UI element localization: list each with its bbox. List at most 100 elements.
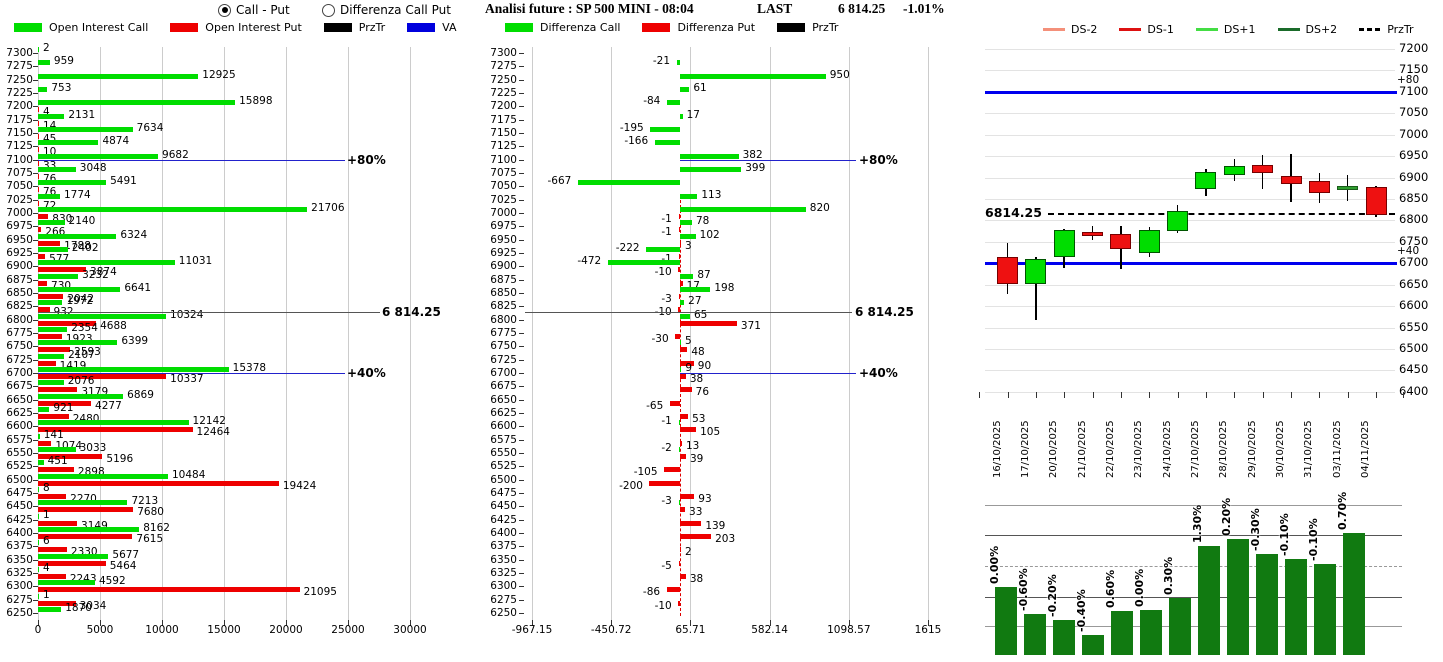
y-tick-label: 7050 xyxy=(1399,105,1429,120)
strike-label: 7175 xyxy=(6,113,33,126)
strike-tick xyxy=(33,226,38,228)
diff-put-bar xyxy=(679,253,680,259)
y-gridline xyxy=(985,49,1395,50)
oi-call-bar xyxy=(38,86,48,92)
oi-call-value: 1972 xyxy=(66,295,94,308)
strike-label: 6750 xyxy=(6,340,33,353)
y-gridline xyxy=(985,134,1395,136)
pct-bar-label: -0.10% xyxy=(1278,512,1291,556)
axis-edge-tick xyxy=(1403,392,1404,398)
strike-tick xyxy=(519,92,524,94)
oi-call-bar xyxy=(38,180,107,186)
strike-tick xyxy=(33,346,38,348)
legend-label: DS+2 xyxy=(1305,23,1338,36)
legend-item: VA xyxy=(407,21,457,34)
pct-bar-label: 1.30% xyxy=(1191,505,1204,544)
x-tick xyxy=(100,620,101,626)
pct-bar xyxy=(1198,546,1220,655)
diff-put-bar-value: 76 xyxy=(695,386,710,399)
legend-label: DS-1 xyxy=(1147,23,1174,36)
strike-label: 7125 xyxy=(6,140,33,153)
strike-tick xyxy=(33,92,38,94)
x-gridline xyxy=(848,47,850,620)
pct-bar-label: 0.60% xyxy=(1104,569,1117,609)
strike-tick xyxy=(519,439,524,441)
y-tick-label: 6750 xyxy=(1399,233,1429,248)
diff-call-bar-value: 382 xyxy=(742,148,763,161)
y-tick-label: 6650 xyxy=(1399,276,1429,291)
strike-label: 6275 xyxy=(6,593,33,606)
strike-label: 6925 xyxy=(6,246,33,259)
y-gridline xyxy=(985,284,1395,286)
diff-call-bar-value: -195 xyxy=(619,121,644,134)
strike-tick xyxy=(519,412,524,414)
diff-put-bar xyxy=(680,413,689,419)
strike-label: 6900 xyxy=(6,260,33,273)
strike-tick xyxy=(519,492,524,494)
oi-call-bar xyxy=(38,473,168,479)
oi-put-bar xyxy=(38,267,87,273)
diff-put-bar-value: 105 xyxy=(700,426,721,439)
x-tick xyxy=(348,620,349,626)
strike-label: 7075 xyxy=(6,166,33,179)
diff-call-bar-value: 950 xyxy=(829,68,850,81)
strike-label: 7225 xyxy=(490,86,517,99)
oi-put-value: 21095 xyxy=(303,586,337,599)
pct-bar xyxy=(1053,619,1075,655)
date-tick xyxy=(1205,392,1207,398)
oi-call-value: 4 xyxy=(43,561,50,574)
strike-label: 6500 xyxy=(6,473,33,486)
open-interest-legend: Open Interest Call Open Interest Put PrzTr… xyxy=(14,21,479,34)
price-line-dashed xyxy=(1048,213,1395,216)
oi-put-bar xyxy=(38,333,62,339)
oi-put-bar xyxy=(38,320,97,326)
diff-put-bar xyxy=(680,427,697,433)
diff-put-bar-value: -3 xyxy=(661,292,672,305)
oi-call-value: 10484 xyxy=(172,468,206,481)
diff-put-bar-value: -30 xyxy=(651,332,669,345)
strike-label: 7050 xyxy=(490,180,517,193)
legend-label: PrzTr xyxy=(358,21,386,34)
radio-call-put[interactable]: Call - Put xyxy=(218,3,290,17)
legend-swatch xyxy=(1043,28,1065,31)
diff-call-bar-value: 65 xyxy=(693,308,708,321)
strike-tick xyxy=(33,386,38,388)
oi-put-value: 72 xyxy=(43,199,57,212)
oi-put-bar xyxy=(38,560,106,566)
radio-differenza-call-put[interactable]: Differenza Call Put xyxy=(322,3,451,17)
strike-tick xyxy=(519,532,524,534)
oi-put-bar xyxy=(38,413,69,419)
oi-put-bar xyxy=(38,213,49,219)
oi-call-value: 9682 xyxy=(162,148,189,161)
oi-call-value: 3232 xyxy=(82,268,109,281)
oi-put-value: 5196 xyxy=(106,452,134,465)
legend-item: DS+1 xyxy=(1195,23,1256,36)
strike-label: 6625 xyxy=(490,406,517,419)
strike-label: 7250 xyxy=(6,73,33,86)
oi-call-bar xyxy=(38,166,76,172)
candle-body xyxy=(1053,229,1075,257)
legend-swatch xyxy=(1195,28,1218,31)
strike-tick xyxy=(33,186,38,188)
diff-put-bar xyxy=(675,333,680,339)
diff-put-bar-value: 203 xyxy=(715,532,736,545)
pct-bar-label: -0.20% xyxy=(1046,573,1059,617)
oi-call-value: 6399 xyxy=(121,335,149,348)
date-tick xyxy=(1234,392,1236,398)
oi-call-bar xyxy=(38,500,128,506)
date-tick xyxy=(1262,392,1264,398)
pct-bar-label: 0.30% xyxy=(1162,556,1175,595)
date-tick xyxy=(1092,392,1094,398)
oi-put-bar xyxy=(38,533,133,539)
x-tick xyxy=(38,620,39,626)
oi-call-bar xyxy=(38,353,65,359)
strike-tick xyxy=(33,132,38,134)
ds-legend: DS-2 DS-1 DS+1 DS+2 PrzTr xyxy=(1043,23,1436,36)
oi-call-bar xyxy=(38,286,121,292)
oi-put-bar xyxy=(38,373,167,379)
legend-item: Open Interest Put xyxy=(170,21,302,34)
strike-label: 6250 xyxy=(6,606,33,619)
strike-label: 6375 xyxy=(6,540,33,553)
strike-tick xyxy=(33,199,38,201)
y-gridline xyxy=(985,70,1395,72)
